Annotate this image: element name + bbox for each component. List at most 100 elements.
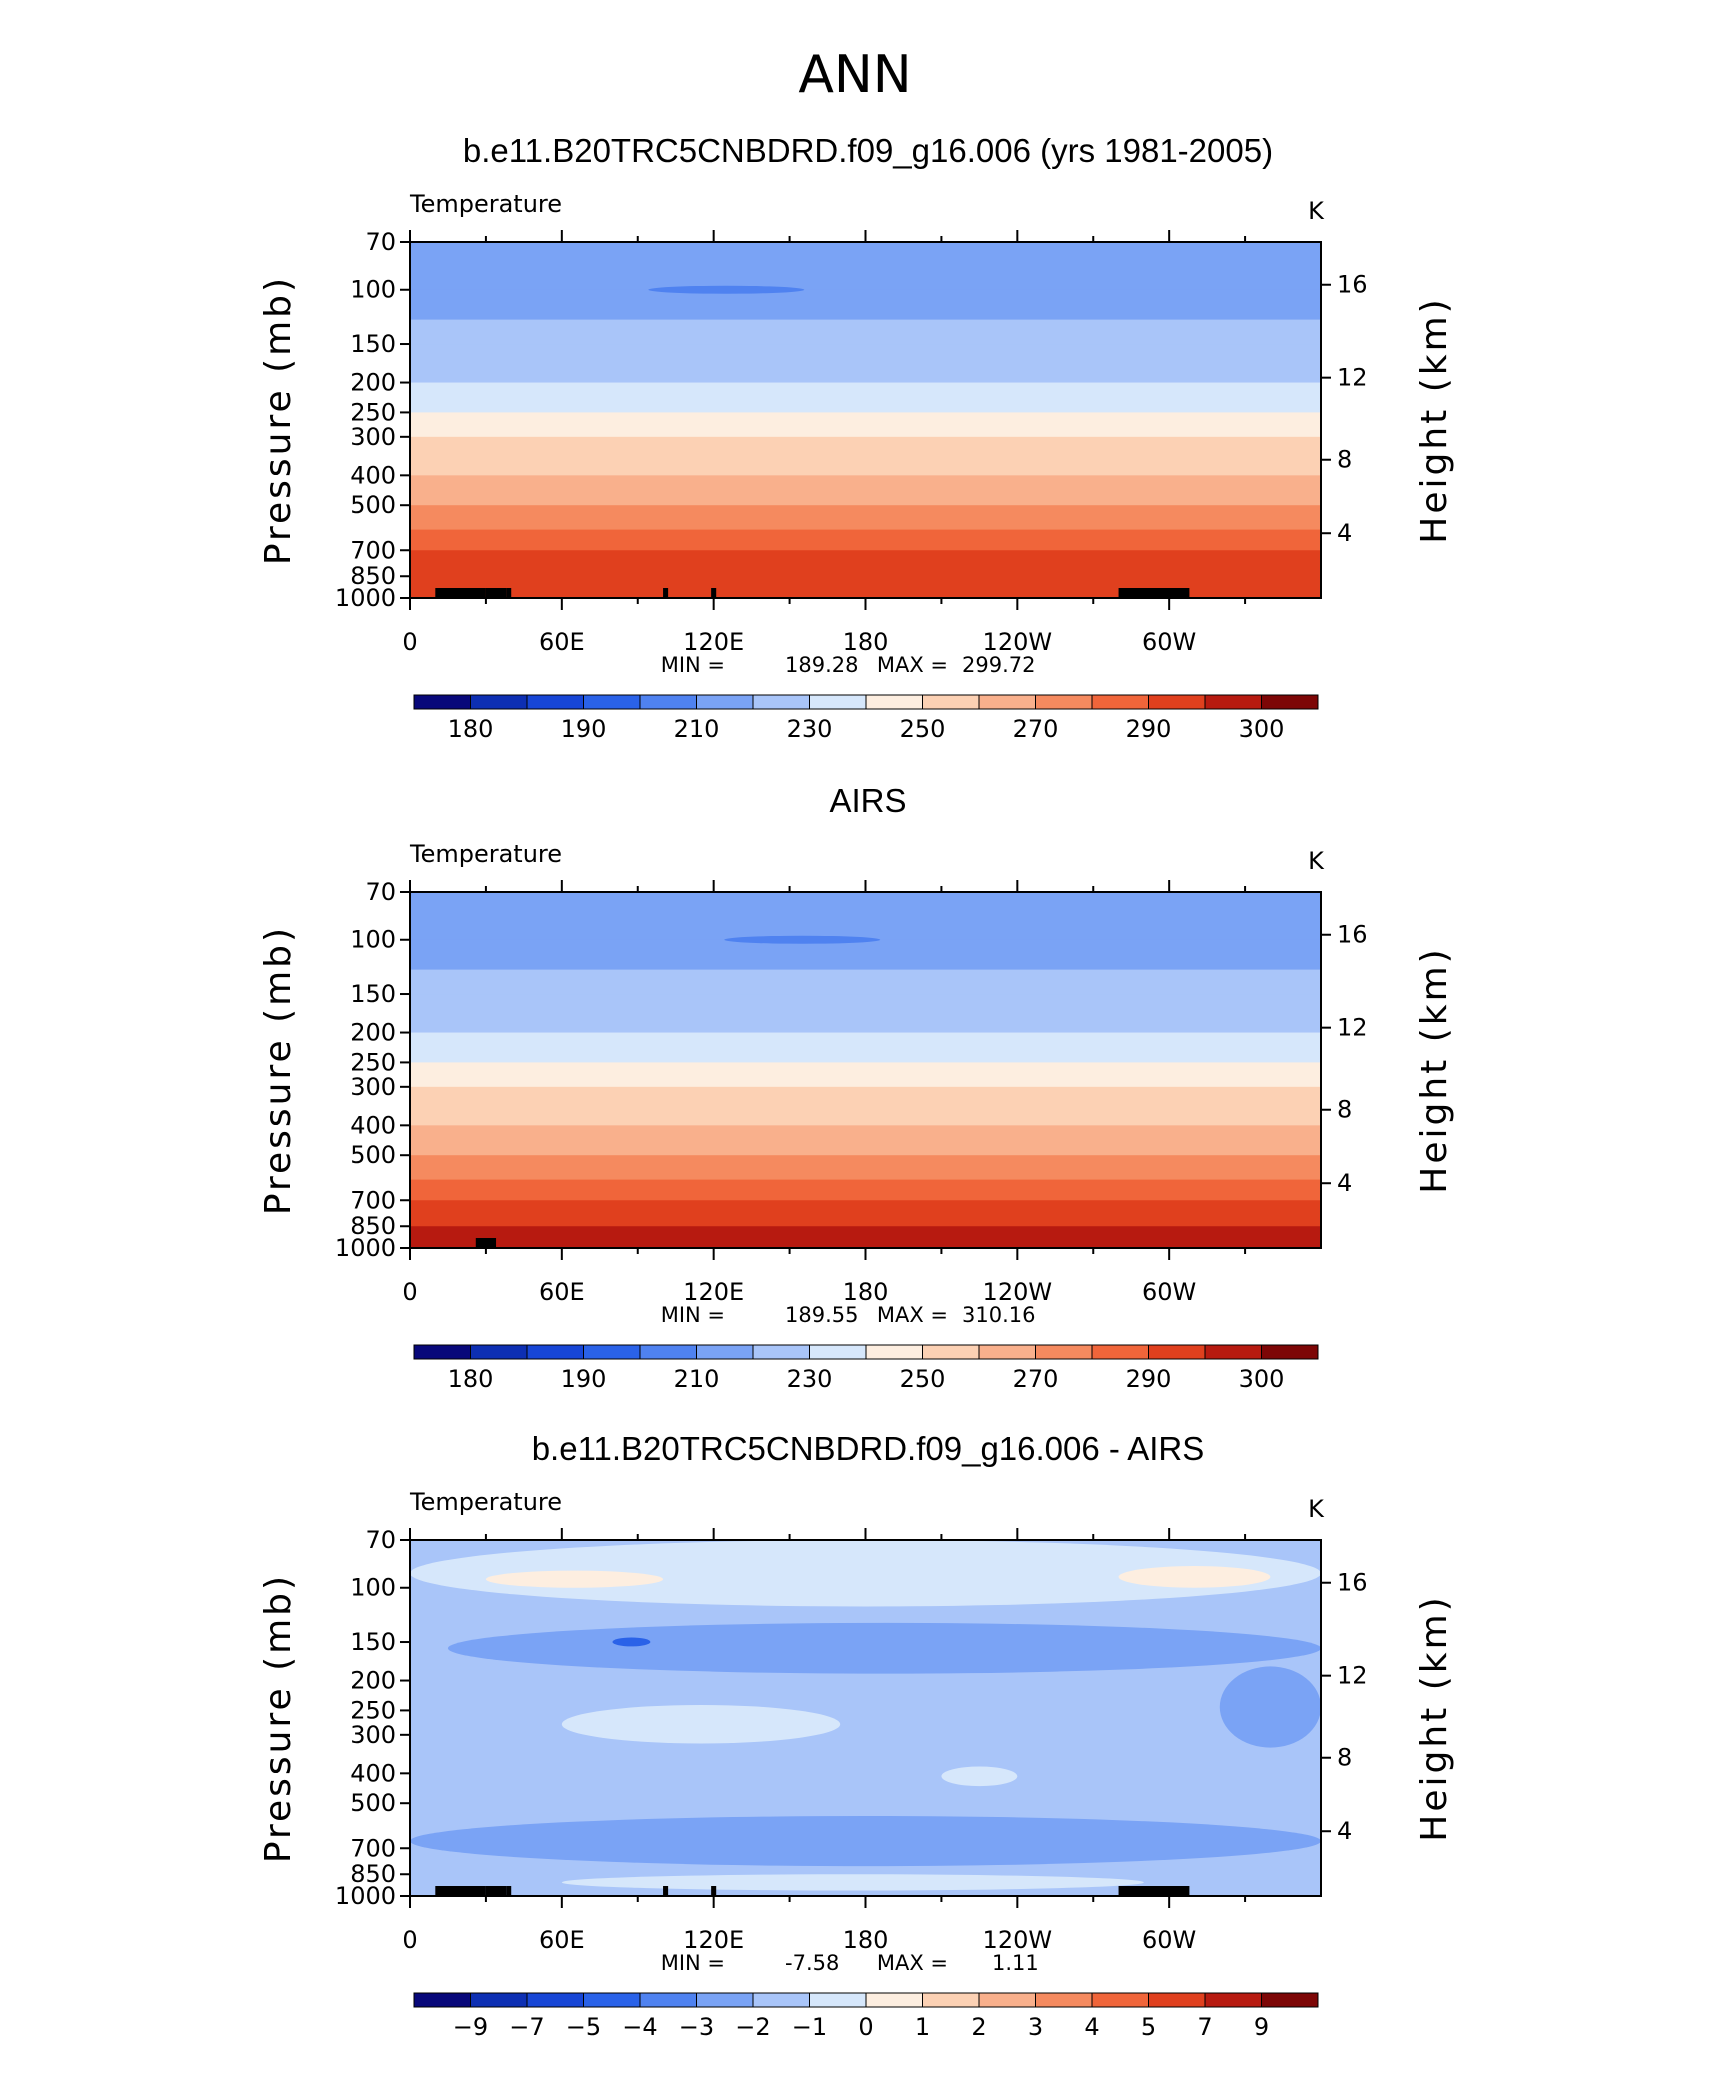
contour-band bbox=[410, 529, 1321, 551]
colorbar-swatch bbox=[1035, 1344, 1093, 1360]
y-tick-label: 850 bbox=[350, 1860, 396, 1888]
max-label: MAX = bbox=[877, 1303, 948, 1327]
y-tick-label: 1000 bbox=[335, 1234, 396, 1262]
colorbar-label: −5 bbox=[566, 2013, 601, 2041]
colorbar-swatch bbox=[1035, 694, 1093, 710]
colorbar-swatch bbox=[1091, 1344, 1149, 1360]
max-label: MAX = bbox=[877, 653, 948, 677]
colorbar-swatch bbox=[1204, 1344, 1262, 1360]
colorbar-swatch bbox=[639, 1344, 697, 1360]
y-tick-label: 500 bbox=[350, 1789, 396, 1817]
min-label: MIN = bbox=[661, 1303, 725, 1327]
colorbar-swatch bbox=[639, 1992, 697, 2008]
x-axis-ticks: 0 60E 120E 180 120W 60W bbox=[402, 230, 1247, 656]
min-value: -7.58 bbox=[785, 1951, 839, 1975]
y2-tick-label: 12 bbox=[1337, 364, 1368, 392]
variable-label: Temperature bbox=[409, 190, 562, 218]
variable-label: Temperature bbox=[409, 1488, 562, 1516]
colorbar-swatch bbox=[1148, 1992, 1206, 2008]
colorbar-swatch bbox=[470, 1992, 528, 2008]
y2-tick-label: 8 bbox=[1337, 446, 1352, 474]
y2-tick-label: 4 bbox=[1337, 1817, 1352, 1845]
contour-band bbox=[410, 289, 1321, 321]
colorbar-label: 270 bbox=[1013, 715, 1059, 743]
x-tick-label: 0 bbox=[402, 1926, 417, 1954]
colorbar: 180 190 210 230 250 270 290 300 bbox=[413, 1344, 1319, 1393]
contour-band bbox=[410, 1086, 1321, 1126]
colorbar-label: 210 bbox=[674, 1365, 720, 1393]
colorbar-label: 180 bbox=[448, 1365, 494, 1393]
contour-minimum bbox=[724, 935, 881, 944]
colorbar: −9 −7 −5 −4 −3 −2 −1 0 1 2 3 4 5 7 9 bbox=[413, 1992, 1319, 2041]
colorbar-swatch bbox=[1035, 1992, 1093, 2008]
contour-band bbox=[410, 1155, 1321, 1181]
y-tick-label: 200 bbox=[350, 1667, 396, 1695]
y2-tick-label: 12 bbox=[1337, 1662, 1368, 1690]
max-value: 299.72 bbox=[962, 653, 1035, 677]
y-tick-label: 500 bbox=[350, 491, 396, 519]
colorbar-label: −1 bbox=[792, 2013, 827, 2041]
x-tick-label: 0 bbox=[402, 628, 417, 656]
colorbar-label: 290 bbox=[1126, 1365, 1172, 1393]
x-tick-label: 60E bbox=[539, 1278, 585, 1306]
colorbar-swatch bbox=[865, 694, 923, 710]
colorbar-label: −9 bbox=[453, 2013, 488, 2041]
y-tick-label: 200 bbox=[350, 369, 396, 397]
colorbar-swatch bbox=[809, 1992, 867, 2008]
y-tick-label: 100 bbox=[350, 926, 396, 954]
y-axis-title: Pressure (mb) bbox=[258, 275, 299, 565]
y-tick-label: 100 bbox=[350, 276, 396, 304]
colorbar-label: 180 bbox=[448, 715, 494, 743]
contour-band bbox=[410, 1062, 1321, 1088]
y-tick-label: 700 bbox=[350, 1834, 396, 1862]
contour-band bbox=[410, 550, 1321, 577]
colorbar-swatch bbox=[1204, 1992, 1262, 2008]
figure-title: ANN bbox=[798, 45, 911, 105]
contour-band bbox=[410, 892, 1321, 941]
colorbar-label: 270 bbox=[1013, 1365, 1059, 1393]
contour-region bbox=[410, 1540, 1321, 1607]
colorbar-swatch bbox=[865, 1992, 923, 2008]
x-tick-label: 60W bbox=[1142, 628, 1196, 656]
topography-mask bbox=[711, 588, 717, 598]
contour-plot bbox=[409, 241, 1322, 599]
colorbar-label: 4 bbox=[1084, 2013, 1099, 2041]
colorbar-swatch bbox=[470, 694, 528, 710]
colorbar-label: 190 bbox=[561, 715, 607, 743]
y2-tick-label: 12 bbox=[1337, 1014, 1368, 1042]
y2-axis-ticks: 16 12 8 4 bbox=[1321, 1569, 1368, 1845]
topography-mask bbox=[663, 1886, 669, 1896]
contour-plot bbox=[409, 1539, 1322, 1897]
contour-band bbox=[410, 319, 1321, 345]
colorbar-swatch bbox=[639, 694, 697, 710]
topography-mask bbox=[435, 1886, 486, 1896]
contour-band bbox=[410, 969, 1321, 995]
contour-band bbox=[410, 1226, 1321, 1249]
y-tick-label: 1000 bbox=[335, 584, 396, 612]
x-tick-label: 60E bbox=[539, 628, 585, 656]
colorbar: 180 190 210 230 250 270 290 300 bbox=[413, 694, 1319, 743]
x-tick-label: 180 bbox=[843, 1278, 889, 1306]
contour-band bbox=[410, 475, 1321, 506]
colorbar-swatch bbox=[413, 694, 471, 710]
colorbar-swatch bbox=[865, 1344, 923, 1360]
panel-title: AIRS bbox=[829, 782, 906, 819]
y2-tick-label: 16 bbox=[1337, 921, 1368, 949]
contour-region bbox=[561, 1704, 841, 1744]
colorbar-swatch bbox=[978, 1992, 1036, 2008]
colorbar-swatch bbox=[413, 1992, 471, 2008]
y-tick-label: 70 bbox=[365, 878, 396, 906]
panel-title: b.e11.B20TRC5CNBDRD.f09_g16.006 - AIRS bbox=[532, 1430, 1205, 1467]
y2-tick-label: 8 bbox=[1337, 1096, 1352, 1124]
max-value: 1.11 bbox=[992, 1951, 1039, 1975]
contour-region bbox=[485, 1570, 664, 1588]
x-tick-label: 60E bbox=[539, 1926, 585, 1954]
contour-band bbox=[410, 576, 1321, 599]
colorbar-swatch bbox=[922, 1992, 980, 2008]
y2-axis-title: Height (km) bbox=[1414, 296, 1455, 543]
contour-region bbox=[612, 1637, 651, 1647]
contour-band bbox=[410, 939, 1321, 971]
min-value: 189.55 bbox=[785, 1303, 858, 1327]
y-tick-label: 300 bbox=[350, 1073, 396, 1101]
